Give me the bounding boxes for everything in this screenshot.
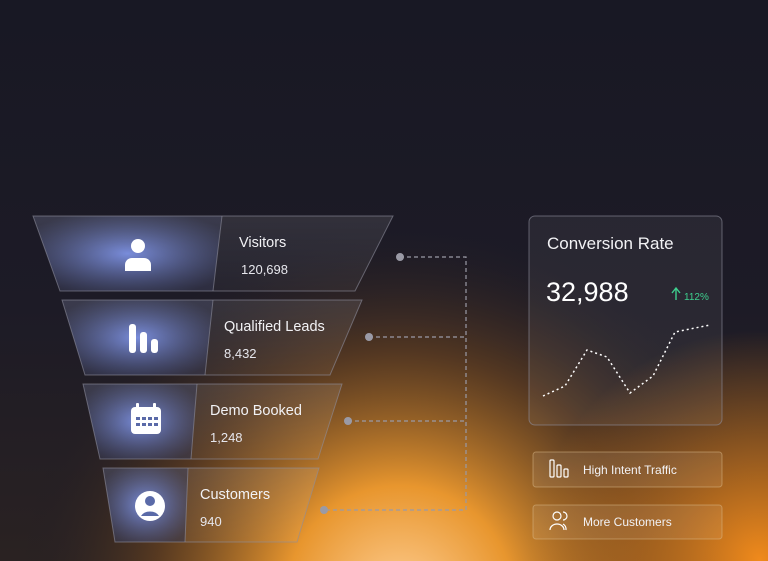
stage-label: Customers bbox=[200, 487, 270, 503]
stage-value: 1,248 bbox=[210, 430, 243, 445]
stage-value: 120,698 bbox=[241, 262, 288, 277]
tag: High Intent Traffic bbox=[532, 451, 723, 488]
card-title: Conversion Rate bbox=[547, 234, 674, 253]
connector-dots bbox=[320, 253, 404, 514]
user-circle-icon bbox=[135, 491, 165, 521]
stage-label: Demo Booked bbox=[210, 403, 302, 419]
card-change: 112% bbox=[684, 292, 709, 303]
stage-value: 8,432 bbox=[224, 346, 257, 361]
stage-label: Visitors bbox=[239, 235, 286, 251]
card-value: 32,988 bbox=[546, 277, 629, 307]
tag: More Customers bbox=[532, 504, 723, 540]
stage-value: 940 bbox=[200, 514, 222, 529]
bars-icon bbox=[129, 324, 158, 353]
funnel-stage: Customers 940 bbox=[102, 467, 320, 543]
funnel-stage: Demo Booked 1,248 bbox=[82, 383, 343, 460]
tag-label: High Intent Traffic bbox=[583, 463, 677, 477]
calendar-icon bbox=[131, 403, 161, 434]
funnel-stage: Qualified Leads 8,432 bbox=[61, 299, 363, 376]
up-arrow bbox=[671, 286, 681, 300]
tag-label: More Customers bbox=[583, 515, 672, 529]
conversion-card: Conversion Rate 32,988 112% bbox=[528, 215, 723, 426]
user-icon bbox=[125, 239, 151, 271]
stage-label: Qualified Leads bbox=[224, 319, 325, 335]
sparkline bbox=[542, 324, 711, 397]
connectors bbox=[324, 256, 467, 511]
funnel-stage: Visitors 120,698 bbox=[32, 215, 394, 292]
